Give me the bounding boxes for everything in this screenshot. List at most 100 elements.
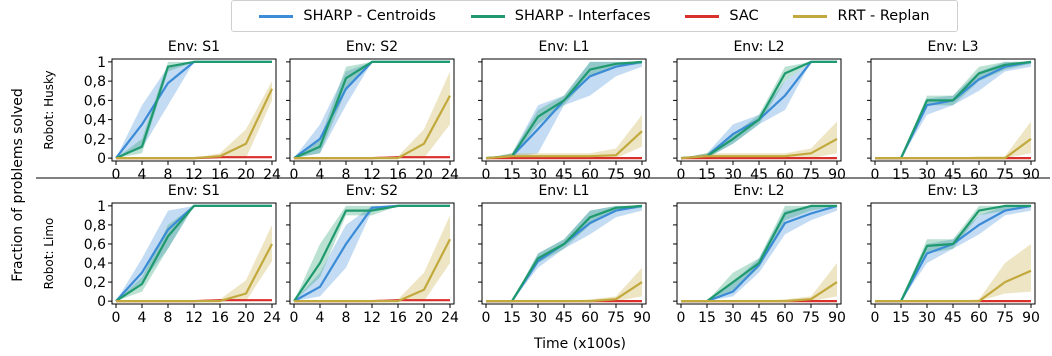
x-tick-label: 15: [892, 167, 910, 183]
x-tick-label: 4: [316, 310, 325, 326]
band-sharp-centroids: [294, 205, 450, 302]
x-tick-label: 45: [555, 310, 573, 326]
x-tick-label: 16: [211, 167, 229, 183]
x-tick-label: 0: [112, 310, 121, 326]
line-sharp-centroids: [681, 204, 838, 303]
band-rrt-replan: [875, 121, 1031, 159]
x-tick-label: 8: [164, 167, 173, 183]
band-sharp-centroids: [294, 61, 450, 159]
x-tick-label: 0: [871, 310, 880, 326]
axes-frame: [870, 58, 1036, 162]
band-rrt-replan: [486, 267, 642, 302]
line-sharp-centroids: [680, 60, 837, 160]
y-tick-label: 0,6: [84, 93, 106, 109]
x-tick-label: 20: [237, 310, 255, 326]
band-sharp-interfaces: [681, 61, 837, 159]
x-tick-label: 15: [503, 167, 521, 183]
band-sharp-centroids: [681, 61, 837, 159]
x-tick-label: 0: [871, 167, 880, 183]
line-sharp-centroids: [486, 204, 643, 303]
x-tick-label: 15: [698, 310, 716, 326]
band-sharp-centroids: [116, 205, 272, 302]
axes-frame: [481, 202, 647, 305]
x-tick-label: 12: [363, 167, 381, 183]
panel-title: Env: S2: [346, 183, 398, 199]
x-tick-label: 45: [750, 167, 768, 183]
x-tick-label: 45: [944, 310, 962, 326]
x-tick-label: 75: [802, 310, 820, 326]
x-tick-label: 45: [555, 167, 573, 183]
band-sharp-centroids: [116, 61, 272, 159]
x-tick-label: 8: [342, 310, 351, 326]
line-sharp-interfaces: [293, 60, 450, 160]
legend-swatch-rrt-replan: [793, 14, 828, 18]
x-tick-label: 4: [316, 167, 325, 183]
y-tick-label: 0,6: [84, 237, 106, 253]
x-tick-label: 4: [138, 310, 147, 326]
x-tick-label: 60: [581, 167, 599, 183]
x-tick-label: 75: [607, 310, 625, 326]
panel-r1-c2: Env: L1 0 15 30 45 60 75 90: [478, 183, 651, 326]
line-sharp-interfaces: [486, 204, 643, 303]
x-tick-label: 75: [802, 167, 820, 183]
line-sharp-centroids: [875, 60, 1032, 160]
x-tick-label: 8: [342, 167, 351, 183]
x-tick-label: 90: [1022, 310, 1040, 326]
y-tick-label: 1: [97, 199, 106, 215]
band-sharp-interfaces: [681, 205, 837, 302]
x-tick-label: 24: [263, 310, 281, 326]
line-rrt-replan: [294, 238, 451, 303]
line-sharp-interfaces: [115, 60, 272, 160]
band-sharp-interfaces: [294, 205, 450, 302]
band-sharp-interfaces: [116, 61, 272, 159]
line-sharp-interfaces: [680, 60, 837, 160]
legend-item-rrt-replan: RRT - Replan: [793, 8, 930, 24]
x-tick-label: 75: [996, 310, 1014, 326]
y-tick-label: 0,8: [84, 74, 106, 90]
x-tick-label: 20: [415, 167, 433, 183]
x-tick-label: 75: [607, 167, 625, 183]
y-tick-label: 0: [97, 294, 106, 310]
x-tick-label: 0: [482, 310, 491, 326]
x-tick-label: 24: [441, 167, 459, 183]
x-tick-label: 30: [918, 167, 936, 183]
x-tick-label: 8: [164, 310, 173, 326]
panel-r1-c4: Env: L3 0 15 30 45 60 75 90: [867, 183, 1040, 326]
legend-swatch-sharp-centroids: [259, 14, 294, 18]
band-sharp-centroids: [486, 61, 642, 159]
line-rrt-replan: [875, 269, 1032, 303]
x-tick-label: 30: [918, 310, 936, 326]
panel-r1-c1: Env: S2 0 4 8 12 16 20 24: [286, 183, 459, 326]
panel-title: Env: S2: [346, 39, 398, 55]
x-tick-label: 90: [633, 310, 651, 326]
figure-xlabel: Time (x100s): [533, 336, 626, 352]
y-tick-label: 0,4: [84, 256, 106, 272]
y-tick-label: 0,2: [84, 132, 106, 148]
x-tick-label: 30: [529, 310, 547, 326]
x-tick-label: 0: [482, 167, 491, 183]
figure-ylabel: Fraction of problems solved: [10, 88, 26, 281]
line-sharp-interfaces: [293, 204, 450, 302]
line-sharp-interfaces: [115, 204, 272, 303]
x-tick-label: 60: [970, 310, 988, 326]
panel-r1-c3: Env: L2 0 15 30 45 60 75 90: [673, 183, 846, 326]
line-rrt-replan: [875, 138, 1032, 160]
x-tick-label: 24: [441, 310, 459, 326]
line-rrt-replan: [116, 243, 273, 303]
x-tick-label: 90: [828, 310, 846, 326]
line-sharp-interfaces: [875, 60, 1032, 160]
x-tick-label: 45: [750, 310, 768, 326]
x-tick-label: 60: [970, 167, 988, 183]
panel-title: Env: L1: [538, 39, 589, 55]
legend: SHARP - Centroids SHARP - Interfaces SAC…: [231, 0, 958, 32]
line-sharp-interfaces: [485, 60, 643, 160]
x-tick-label: 45: [944, 167, 962, 183]
band-sharp-interfaces: [875, 61, 1031, 159]
panel-title: Env: S1: [168, 39, 220, 55]
x-tick-label: 15: [698, 167, 716, 183]
row-label: Robot: Husky: [42, 70, 56, 149]
line-rrt-replan: [485, 130, 643, 160]
legend-item-sharp-interfaces: SHARP - Interfaces: [470, 8, 651, 24]
x-tick-label: 16: [211, 310, 229, 326]
